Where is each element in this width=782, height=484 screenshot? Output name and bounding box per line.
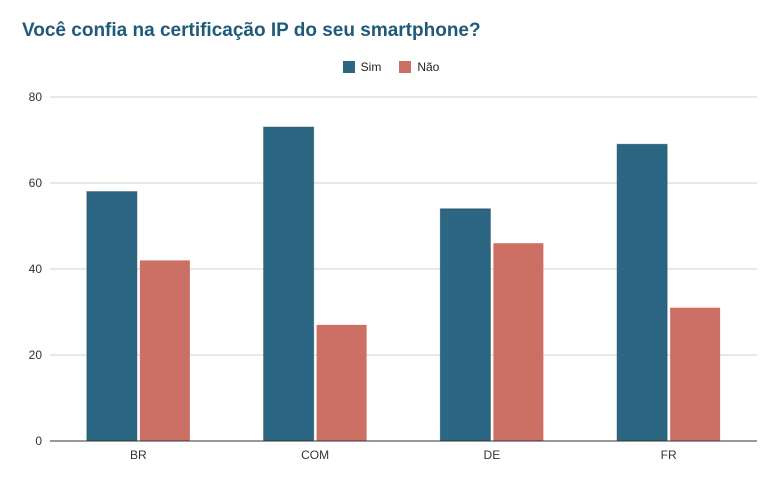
bar-sim-de (439, 208, 491, 442)
bar-nao-br (139, 260, 190, 441)
legend-swatch-nao (399, 61, 412, 73)
bar-sim-com (263, 126, 315, 442)
y-tick-label: 80 (29, 90, 43, 104)
x-tick-label: BR (130, 448, 147, 462)
bar-sim-br (86, 191, 138, 442)
y-tick-label: 60 (29, 176, 43, 190)
x-tick-label: DE (484, 448, 501, 462)
legend-item-sim: Sim (342, 60, 382, 74)
bar-nao-fr (670, 307, 721, 441)
legend-label-nao: Não (417, 60, 440, 74)
x-tick-label: FR (661, 448, 677, 462)
legend: Sim Não (0, 60, 782, 74)
legend-swatch-sim (342, 61, 355, 73)
legend-item-nao: Não (399, 60, 439, 74)
y-tick-label: 20 (29, 348, 43, 362)
y-tick-label: 0 (35, 434, 42, 448)
bar-nao-de (493, 243, 544, 441)
bar-nao-com (316, 324, 367, 441)
bar-sim-fr (616, 143, 668, 442)
x-tick-label: COM (301, 448, 329, 462)
y-tick-label: 40 (29, 262, 43, 276)
chart-title: Você confia na certificação IP do seu sm… (22, 20, 481, 41)
legend-label-sim: Sim (360, 60, 382, 74)
